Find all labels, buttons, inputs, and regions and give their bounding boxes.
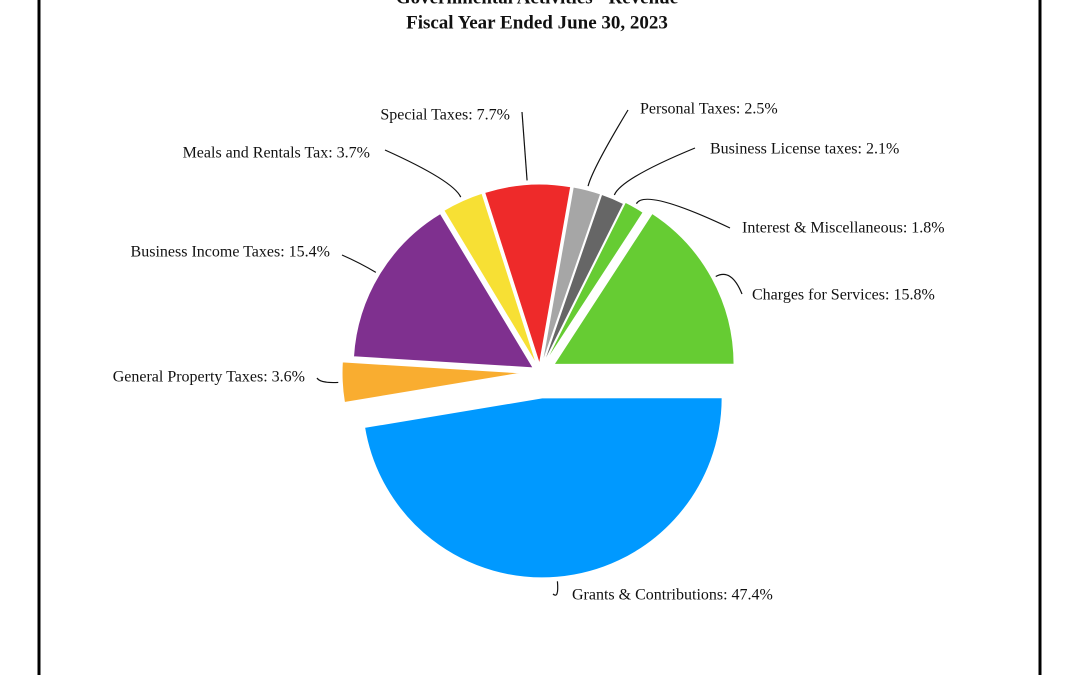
leader-line [587,109,629,187]
chart-title: Governmental Activities - Revenue [396,0,678,8]
pie-slice [544,201,644,364]
leader-line [384,149,462,198]
pie-slice [341,361,523,404]
leader-line [613,147,696,196]
pie-slice [484,183,572,365]
leader-line [635,198,731,229]
leader-line [341,254,377,273]
pie-slice [542,193,625,365]
pie-slice [443,192,538,365]
data-label: Grants & Contributions: 47.4% [572,587,773,604]
pie-slice [364,397,723,579]
pie-slice [541,186,602,365]
leader-line [715,273,743,295]
data-label: Interest & Miscellaneous: 1.8% [742,220,945,237]
data-label: Charges for Services: 15.8% [752,287,935,304]
data-label: General Property Taxes: 3.6% [113,369,305,386]
leader-line [521,111,528,181]
data-label: Business Income Taxes: 15.4% [131,244,330,261]
pie-slice [352,212,535,369]
pie-slice [553,212,735,365]
data-label: Personal Taxes: 2.5% [640,101,778,118]
data-label: Business License taxes: 2.1% [710,141,899,158]
data-label: Special Taxes: 7.7% [380,107,510,124]
chart-subtitle: Fiscal Year Ended June 30, 2023 [406,12,668,33]
data-label: Meals and Rentals Tax: 3.7% [183,145,370,162]
leader-line [552,581,559,596]
leader-line [316,377,339,384]
